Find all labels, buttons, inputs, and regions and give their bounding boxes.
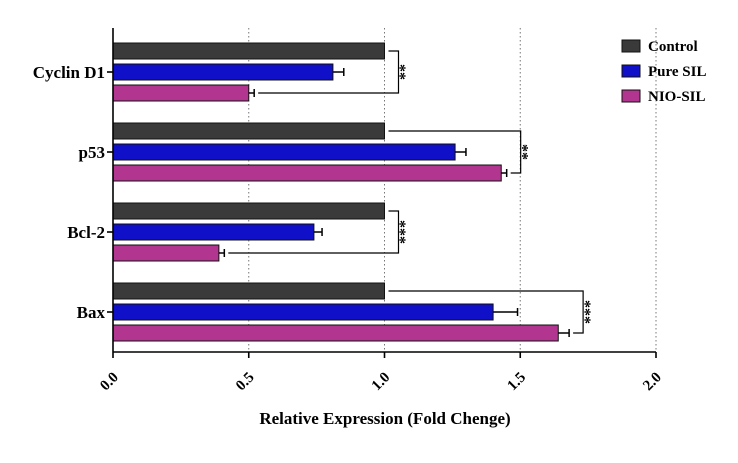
- bar-cyclin-d1-control: [112, 42, 385, 60]
- legend-label-0: Control: [648, 39, 698, 55]
- bars: [112, 42, 570, 342]
- significance-bracket-1: [388, 130, 522, 174]
- legend: Control Pure SIL NIO-SIL: [621, 39, 706, 105]
- x-axis-title: Relative Expression (Fold Chenge): [259, 409, 510, 428]
- bar-p53-nio-sil: [112, 164, 502, 182]
- significance-label-2: ***: [397, 220, 414, 244]
- category-label-2: Bcl-2: [67, 223, 105, 242]
- category-label-0: Cyclin D1: [33, 63, 105, 82]
- legend-swatch-1: [621, 64, 641, 78]
- bar-bax-pure-sil: [112, 303, 494, 321]
- legend-label-1: Pure SIL: [648, 64, 706, 80]
- bar-bcl-2-control: [112, 202, 385, 220]
- bar-bax-control: [112, 282, 385, 300]
- x-tick-label-3: 1.5: [505, 370, 530, 395]
- significance-label-3: ***: [582, 300, 599, 324]
- x-tick-label-1: 0.5: [233, 370, 258, 395]
- bar-cyclin-d1-nio-sil: [112, 84, 250, 102]
- category-label-3: Bax: [77, 303, 106, 322]
- x-tick-label-2: 1.0: [369, 370, 394, 395]
- significance-brackets: **********: [228, 50, 599, 334]
- x-tick-label-0: 0.0: [97, 370, 122, 395]
- bar-cyclin-d1-pure-sil: [112, 63, 334, 81]
- bar-bcl-2-nio-sil: [112, 244, 220, 262]
- bar-p53-control: [112, 122, 385, 140]
- significance-label-1: **: [519, 144, 536, 160]
- bar-bcl-2-pure-sil: [112, 223, 315, 241]
- significance-bracket-0: [258, 50, 400, 94]
- legend-swatch-0: [621, 39, 641, 53]
- significance-bracket-2: [228, 210, 400, 254]
- category-label-1: p53: [79, 143, 105, 162]
- significance-label-0: **: [397, 64, 414, 80]
- significance-bracket-3: [388, 290, 584, 334]
- bar-p53-pure-sil: [112, 143, 456, 161]
- bar-bax-nio-sil: [112, 324, 559, 342]
- x-tick-label-4: 2.0: [640, 370, 665, 395]
- legend-label-2: NIO-SIL: [648, 89, 706, 105]
- legend-swatch-2: [621, 89, 641, 103]
